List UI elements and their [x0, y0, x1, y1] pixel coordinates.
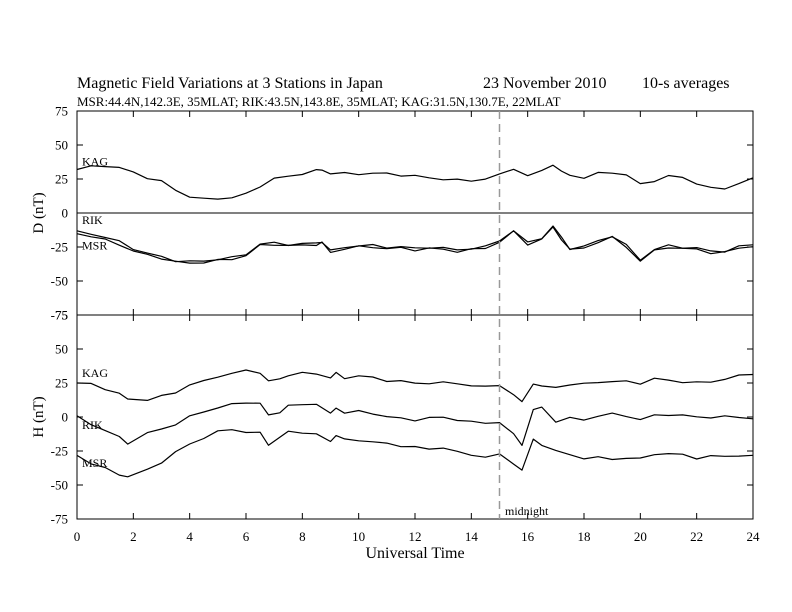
x-tick-label: 4 [186, 529, 193, 544]
y-tick-label: 25 [55, 376, 68, 391]
x-tick-label: 2 [130, 529, 137, 544]
x-tick-label: 6 [243, 529, 250, 544]
y-tick-label: 50 [55, 138, 68, 153]
y-tick-label: 0 [62, 206, 69, 221]
x-tick-label: 10 [352, 529, 365, 544]
y-tick-label: 75 [55, 104, 68, 119]
series-line-rik [76, 402, 754, 446]
x-tick-label: 16 [521, 529, 535, 544]
h-axis-label: H (nT) [31, 396, 47, 437]
chart-averaging: 10-s averages [642, 75, 730, 92]
x-tick-label: 14 [465, 529, 479, 544]
series-line-kag [76, 164, 754, 200]
x-tick-label: 18 [578, 529, 591, 544]
chart-title: Magnetic Field Variations at 3 Stations … [77, 75, 383, 92]
station-label-rik: RIK [82, 418, 103, 432]
y-tick-label: 0 [62, 410, 69, 425]
x-tick-label: 12 [409, 529, 422, 544]
y-tick-label: -75 [51, 512, 68, 527]
series-line-rik [76, 225, 754, 263]
x-tick-label: 0 [74, 529, 81, 544]
station-label-msr: MSR [82, 238, 107, 252]
y-tick-label: 50 [55, 342, 68, 357]
x-tick-label: 20 [634, 529, 647, 544]
midnight-annotation: midnight [505, 504, 549, 518]
label-layer: 0 2 4 6 8 10 12 14 16 18 20 22 247550250-25-50-75KAG… [51, 104, 760, 545]
y-tick-label: -25 [51, 240, 68, 255]
y-tick-label: -50 [51, 478, 68, 493]
chart-date: 23 November 2010 [483, 75, 607, 92]
x-tick-label: 24 [747, 529, 761, 544]
d-axis-label: D (nT) [31, 192, 47, 233]
y-tick-label: 75 [55, 308, 68, 323]
y-tick-label: 25 [55, 172, 68, 187]
series-line-kag [76, 369, 754, 403]
x-axis-label: Universal Time [365, 545, 464, 562]
series-line-msr [76, 429, 754, 478]
station-label-kag: KAG [82, 366, 108, 380]
series-layer [76, 111, 754, 519]
y-tick-label: -50 [51, 274, 68, 289]
y-tick-label: -25 [51, 444, 68, 459]
x-tick-label: 22 [690, 529, 703, 544]
station-coordinates: MSR:44.4N,142.3E, 35MLAT; RIK:43.5N,143.… [77, 94, 561, 109]
series-line-msr [76, 226, 754, 264]
x-tick-label: 8 [299, 529, 306, 544]
station-label-kag: KAG [82, 154, 108, 168]
y-tick-label: -75 [51, 308, 68, 323]
station-label-rik: RIK [82, 213, 103, 227]
h-panel-frame [76, 314, 754, 520]
station-label-msr: MSR [82, 456, 107, 470]
